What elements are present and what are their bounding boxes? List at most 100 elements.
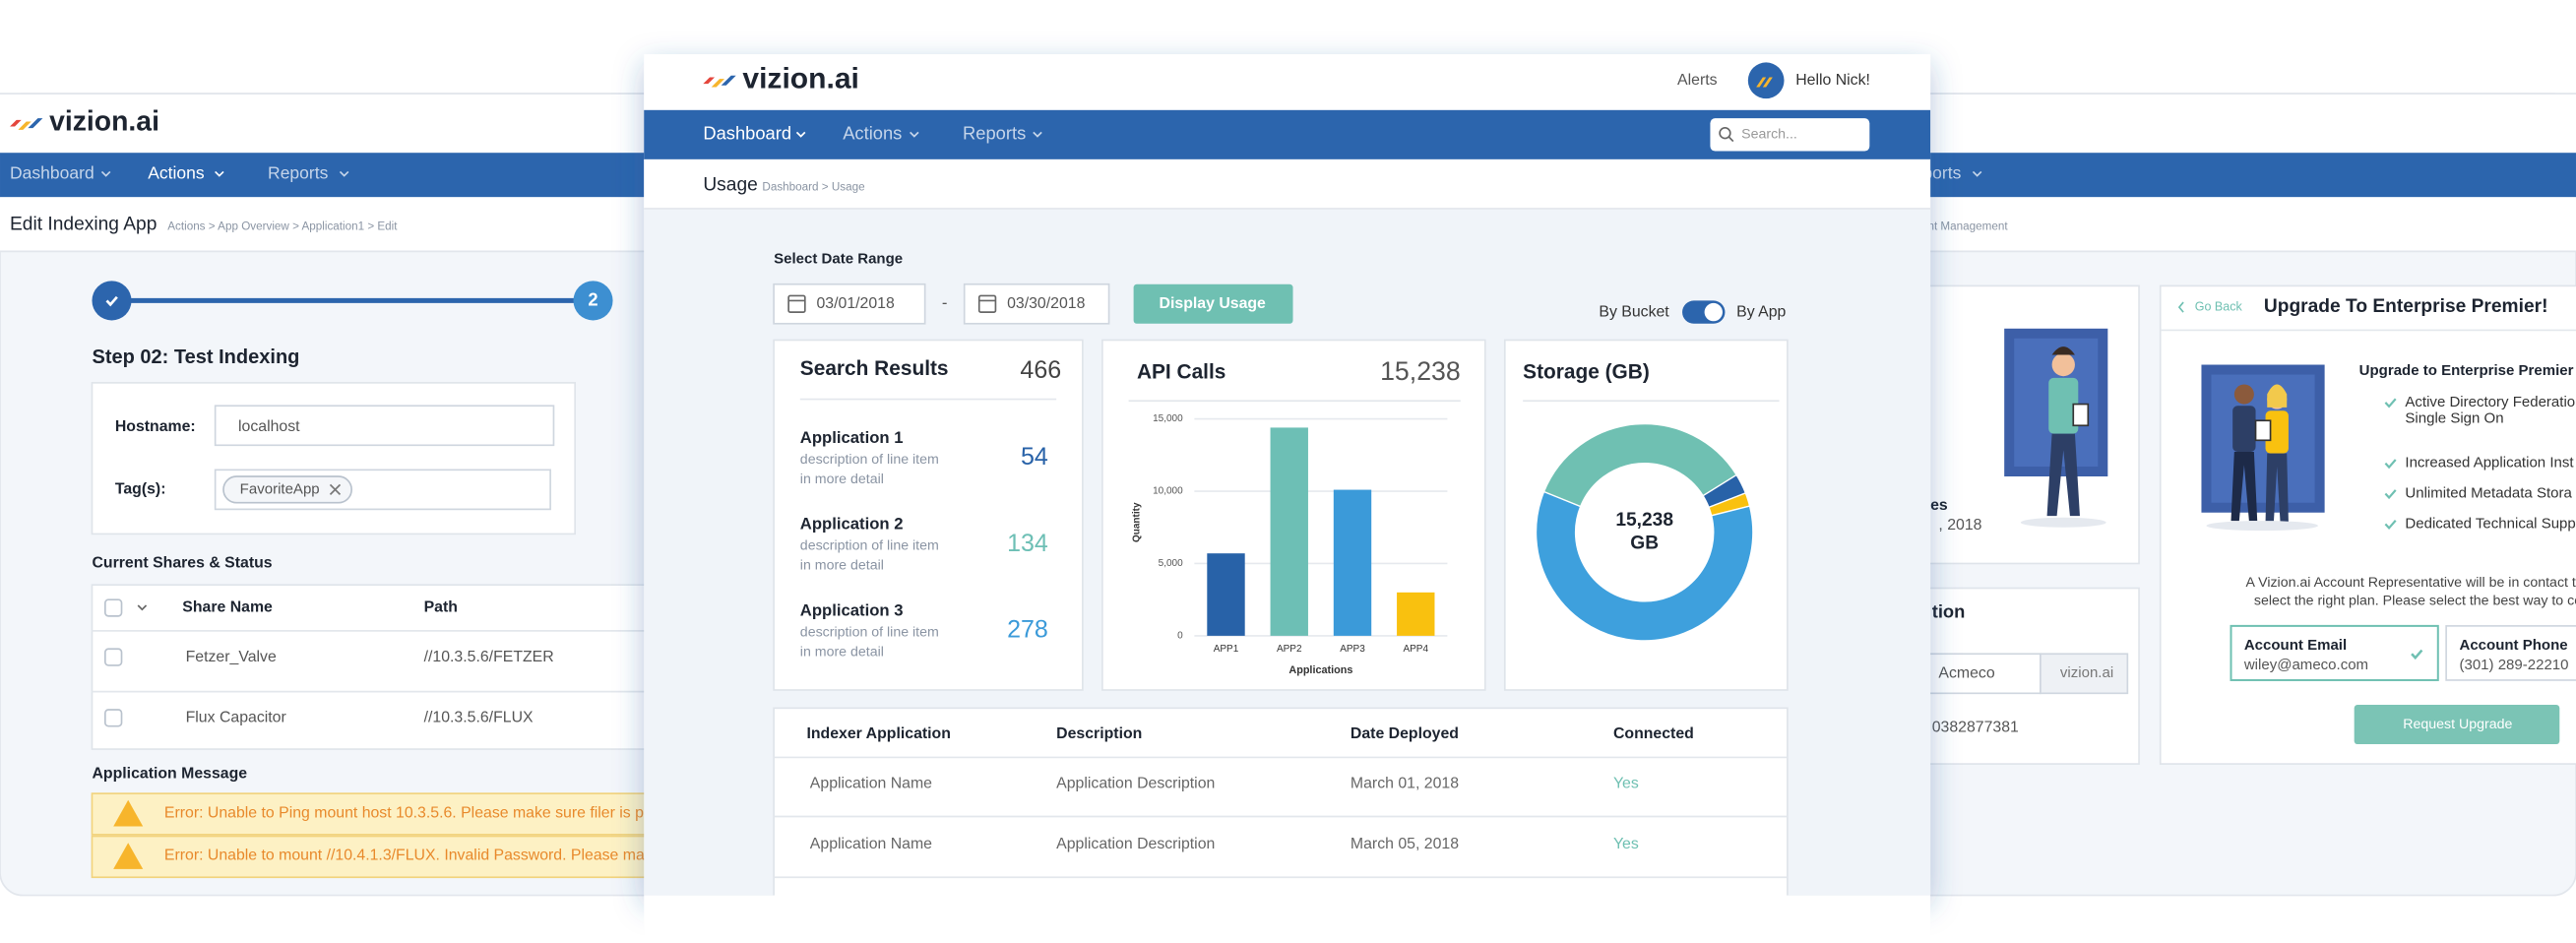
avatar[interactable] [1747, 62, 1785, 99]
item-value: 54 [1021, 443, 1048, 471]
tag-remove[interactable] [329, 483, 342, 495]
bar [1207, 553, 1245, 636]
back-link[interactable]: Go Back [2195, 299, 2243, 313]
toggle-label: By App [1736, 303, 1786, 320]
chevron-icon [910, 131, 919, 138]
illustration-shadow [2020, 517, 2106, 528]
donut-segment [1535, 490, 1754, 642]
nav-item[interactable]: Dashboard [10, 163, 94, 183]
y-tick-label: 10,000 [1153, 486, 1183, 497]
item-description: description of line item [800, 538, 939, 554]
option-value: (301) 289-22210 [2459, 657, 2568, 673]
email-option[interactable] [2230, 624, 2439, 681]
checkbox[interactable] [103, 648, 123, 666]
phone-option[interactable] [2445, 625, 2576, 681]
indexer-table [773, 707, 1789, 907]
breadcrumb: Dashboard > Usage [762, 180, 864, 193]
search-icon [1728, 136, 1734, 143]
error-message: Error: Unable to Ping mount host 10.3.5.… [164, 804, 664, 821]
section-title: Application Message [92, 765, 247, 782]
nav-item[interactable]: Actions [148, 163, 205, 183]
y-tick-label: 15,000 [1153, 413, 1183, 424]
nav-item[interactable]: Reports [268, 163, 329, 183]
avatar-mark [1756, 77, 1773, 88]
illustration-legs [2046, 433, 2080, 517]
card-total: 466 [1020, 356, 1061, 384]
checkbox[interactable] [103, 709, 123, 727]
date-input[interactable] [773, 283, 926, 325]
feature-text: Unlimited Metadata Stora [2405, 485, 2572, 502]
breadcrumb: Actions > App Overview > Application1 > … [167, 220, 398, 232]
input-value[interactable]: Acmeco [1938, 664, 1994, 681]
check-icon [2384, 489, 2397, 500]
card-text: es [1930, 497, 1948, 514]
feature-text: Dedicated Technical Supp [2405, 515, 2575, 532]
table-cell: Fetzer_Valve [186, 649, 277, 665]
note-text: select the right plan. Please select the… [2254, 594, 2576, 609]
x-tick-label: APP3 [1340, 644, 1365, 655]
toggle-label: By Bucket [1599, 303, 1669, 320]
check-icon [105, 295, 118, 307]
page-title: Edit Indexing App [10, 215, 157, 235]
logo: vizion.ai [49, 106, 159, 138]
chevron-icon [339, 170, 349, 177]
calendar-icon [977, 294, 997, 313]
x-tick-label: APP1 [1214, 644, 1239, 655]
check-icon [2384, 520, 2397, 531]
bar [1270, 427, 1308, 636]
date-value[interactable]: 03/30/2018 [1007, 295, 1085, 312]
field-label: Select Date Range [774, 251, 903, 268]
error-box [91, 792, 652, 836]
checkbox[interactable] [103, 598, 123, 617]
item-value: 134 [1007, 530, 1048, 557]
nav-item[interactable]: Actions [843, 123, 902, 144]
item-description: in more detail [800, 558, 884, 574]
column-header: Indexer Application [806, 725, 950, 742]
check-icon [2384, 459, 2397, 470]
form-label: Tag(s): [115, 481, 166, 498]
page-bottom [644, 895, 1931, 943]
nav-item[interactable]: Dashboard [703, 123, 791, 144]
y-axis-label: Quantity [1132, 502, 1143, 542]
illustration-tablet [2254, 419, 2272, 442]
chevron-icon [100, 170, 111, 177]
table-cell: Yes [1613, 775, 1639, 791]
card-subtitle: Upgrade to Enterprise Premier V [2359, 362, 2576, 379]
feature-text: Single Sign On [2405, 410, 2503, 427]
date-input[interactable] [963, 283, 1110, 325]
illustration-tablet [2072, 403, 2090, 427]
warning-icon [113, 799, 144, 827]
y-tick-label: 0 [1177, 631, 1183, 642]
card-text: , 2018 [1938, 517, 1981, 534]
card-text: 0382877381 [1932, 720, 2019, 736]
search-box[interactable] [1710, 118, 1870, 152]
display-usage-button[interactable] [1133, 283, 1293, 324]
search-placeholder: Search... [1741, 127, 1797, 143]
button-label[interactable]: Display Usage [1160, 295, 1267, 312]
x-tick-label: APP2 [1277, 644, 1302, 655]
step-number: 2 [588, 288, 597, 309]
step-done [92, 281, 132, 321]
chevron-icon [795, 131, 806, 138]
table-cell: Yes [1613, 836, 1639, 852]
button-label[interactable]: Request Upgrade [2403, 717, 2512, 732]
table-cell: //10.3.5.6/FETZER [424, 649, 554, 665]
calendar-icon [787, 294, 806, 313]
logo-mark [10, 119, 22, 127]
nav-item[interactable]: Reports [963, 123, 1026, 144]
input-value[interactable]: localhost [238, 418, 300, 435]
error-message: Error: Unable to mount //10.4.1.3/FLUX. … [164, 848, 661, 864]
tag-text: FavoriteApp [240, 480, 320, 497]
donut-segment [1542, 422, 1738, 508]
input-addon [2040, 653, 2129, 695]
column-header: Connected [1613, 725, 1694, 742]
logo-mark [28, 118, 43, 129]
alerts-link[interactable]: Alerts [1677, 72, 1718, 89]
error-box [91, 835, 652, 879]
item-value: 278 [1007, 616, 1048, 644]
text-input[interactable] [214, 405, 555, 447]
date-value[interactable]: 03/01/2018 [816, 295, 894, 312]
form-label: Hostname: [115, 418, 196, 435]
card-title: Storage (GB) [1523, 360, 1650, 383]
request-button[interactable] [2354, 704, 2560, 745]
